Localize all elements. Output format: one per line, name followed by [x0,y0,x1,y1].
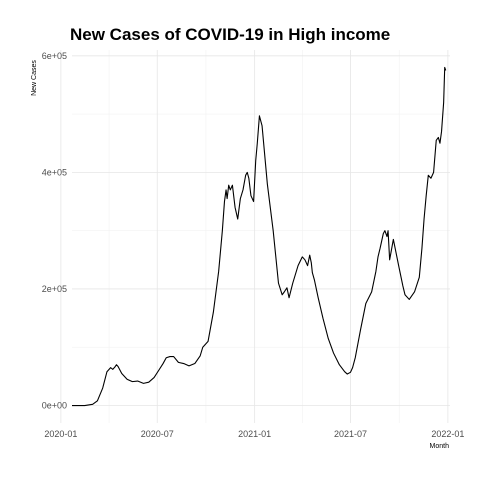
x-tick-label: 2021-07 [334,429,367,439]
y-tick-label: 2e+05 [42,284,67,294]
x-axis-title: Month [430,443,450,450]
x-tick-label: 2020-07 [141,429,174,439]
major-gridlines [60,50,450,423]
x-axis-tick-labels: 2020-01 2020-07 2021-01 2021-07 2022-01 [44,429,464,439]
y-tick-label: 6e+05 [42,51,67,61]
y-axis-title: New Cases [31,60,38,96]
x-tick-label: 2022-01 [431,429,464,439]
minor-gridlines [72,50,450,423]
y-tick-label: 0e+00 [42,401,67,411]
series-line [72,66,447,407]
chart-title: New Cases of COVID-19 in High income [70,25,391,44]
x-tick-label: 2021-01 [238,429,271,439]
y-tick-label: 4e+05 [42,167,67,177]
x-tick-label: 2020-01 [44,429,77,439]
y-axis-tick-labels: 0e+00 2e+05 4e+05 6e+05 [42,51,67,411]
